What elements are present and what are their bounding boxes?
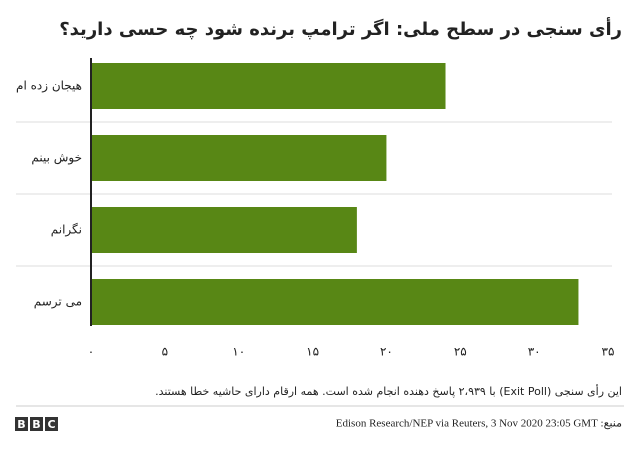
- x-tick-label: ۳۰: [528, 345, 541, 359]
- y-tick-label: خوش بینم: [31, 151, 82, 166]
- y-tick-label: می ترسم: [34, 295, 82, 310]
- x-tick-label: ۱۵: [306, 345, 319, 359]
- bar: [91, 279, 579, 325]
- x-tick-label: ۰: [88, 345, 94, 359]
- note: این رأی سنجی (Exit Poll) با ۲،۹۳۹ پاسخ د…: [155, 384, 622, 398]
- bar: [91, 207, 357, 253]
- logo-box: [30, 417, 43, 431]
- x-tick-label: ۱۰: [232, 345, 245, 359]
- bar: [91, 135, 387, 181]
- logo-box: [45, 417, 58, 431]
- chart-title: رأی سنجی در سطح ملی: اگر ترامپ برنده شود…: [59, 17, 622, 40]
- y-tick-label: هیجان زده ام: [16, 79, 82, 94]
- x-tick-label: ۲۰: [380, 345, 393, 359]
- logo-letter: B: [17, 418, 25, 431]
- logo-box: [15, 417, 28, 431]
- x-tick-label: ۳۵: [602, 345, 615, 359]
- y-tick-label: نگرانم: [51, 223, 82, 238]
- source: منبع: Edison Research/NEP via Reuters, 3…: [336, 418, 622, 430]
- x-tick-label: ۵: [162, 345, 168, 359]
- bar: [91, 63, 446, 109]
- logo-letter: C: [47, 418, 55, 431]
- logo-letter: B: [32, 418, 40, 431]
- x-tick-label: ۲۵: [454, 345, 467, 359]
- logo: B B C: [15, 417, 58, 431]
